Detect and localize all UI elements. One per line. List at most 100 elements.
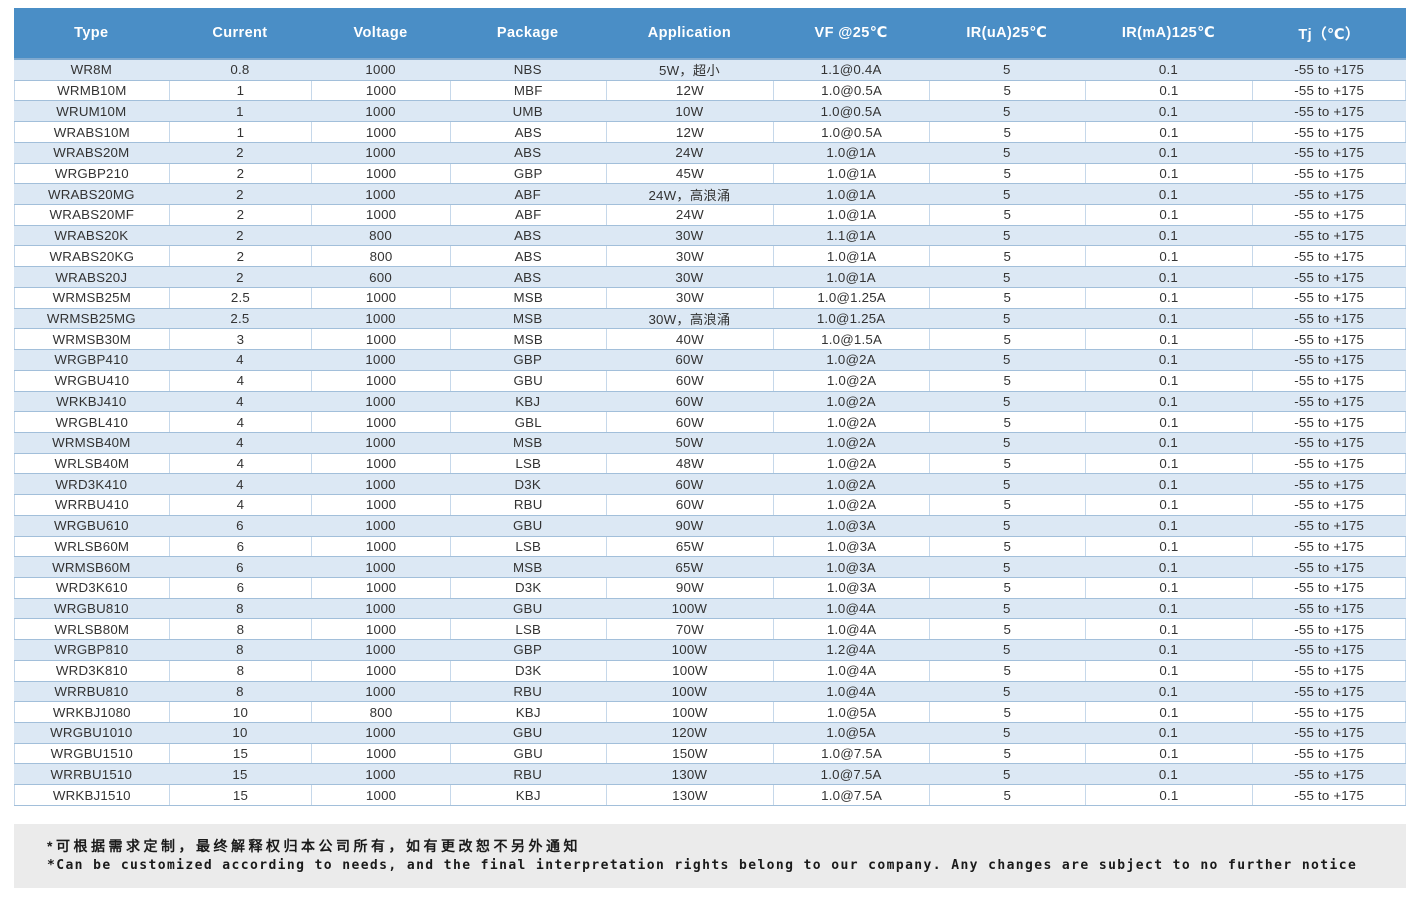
table-cell: 8 <box>168 660 312 681</box>
table-cell: 0.1 <box>1084 370 1253 391</box>
table-cell: WRGBU810 <box>53 601 129 617</box>
table-cell: 100W <box>605 660 774 681</box>
table-cell: KBJ <box>449 785 606 805</box>
table-cell: 24W <box>675 145 704 161</box>
table-cell: 15 <box>232 766 248 782</box>
rectifier-spec-table: Type Current Voltage Package Application… <box>14 8 1406 806</box>
table-cell: 0.1 <box>1084 80 1253 101</box>
table-cell: 1.0@7.5A <box>773 785 929 805</box>
table-cell: KBJ <box>449 702 606 722</box>
table-cell: 6 <box>168 536 312 557</box>
table-cell: 1000 <box>311 205 450 225</box>
table-cell: 5 <box>1002 352 1011 368</box>
table-row: WRD3K610 6 1000 D3K 90W 1.0@3A 5 0.1 -55 to +175 <box>14 577 1406 599</box>
table-cell: 8 <box>168 619 312 640</box>
table-cell: WRGBU410 <box>14 370 169 391</box>
table-cell: -55 to +175 <box>1294 103 1365 119</box>
table-cell: -55 to +175 <box>1294 435 1365 451</box>
table-cell: KBJ <box>515 393 541 409</box>
table-cell: -55 to +175 <box>1294 228 1365 244</box>
table-cell: 1.0@4A <box>773 619 929 640</box>
table-cell: 1.0@3A <box>826 559 876 575</box>
table-cell: -55 to +175 <box>1252 495 1406 515</box>
table-cell: 800 <box>369 228 392 244</box>
table-cell: GBU <box>513 725 543 741</box>
table-cell: 4 <box>236 352 244 368</box>
table-cell: 0.8 <box>230 62 250 78</box>
table-cell: 5 <box>928 577 1085 598</box>
table-cell: MSB <box>449 329 606 350</box>
table-row: WRLSB40M 4 1000 LSB 48W 1.0@2A 5 0.1 -55 to +175 <box>14 453 1406 475</box>
table-cell: -55 to +175 <box>1252 743 1406 764</box>
table-cell: 1.0@3A <box>773 577 929 598</box>
table-cell: WRMSB30M <box>14 329 169 350</box>
table-row: WRMSB40M 4 1000 MSB 50W 1.0@2A 5 0.1 -55 to +175 <box>14 432 1406 454</box>
table-cell: D3K <box>449 577 606 598</box>
table-cell: MSB <box>513 559 543 575</box>
table-cell: UMB <box>512 103 543 119</box>
table-cell: 5 <box>1002 269 1011 285</box>
table-cell: ABS <box>514 269 542 285</box>
table-cell: ABS <box>514 145 542 161</box>
table-cell: 1000 <box>311 577 450 598</box>
table-cell: WRABS20KG <box>14 246 169 267</box>
table-cell: 5 <box>1002 766 1011 782</box>
table-cell: -55 to +175 <box>1252 246 1406 267</box>
table-cell: 120W <box>671 725 708 741</box>
table-cell: 1.0@2A <box>826 476 876 492</box>
table-cell: WRABS20K <box>54 228 129 244</box>
table-cell: 1.0@1A <box>773 205 929 225</box>
table-cell: 1.0@0.5A <box>773 122 929 142</box>
table-cell: 0.1 <box>1158 642 1179 658</box>
table-row: WRUM10M 1 1000 UMB 10W 1.0@0.5A 5 0.1 -55 to +17… <box>14 101 1406 123</box>
table-cell: 2 <box>236 228 244 244</box>
table-cell: 1000 <box>311 329 450 350</box>
table-cell: RBU <box>449 495 606 515</box>
table-cell: 0.1 <box>1158 393 1179 409</box>
table-cell: 1000 <box>311 495 450 515</box>
table-cell: WRABS20MF <box>14 205 169 225</box>
table-cell: 0.1 <box>1084 246 1253 267</box>
table-cell: WRLSB80M <box>14 619 169 640</box>
table-cell: 90W <box>605 577 774 598</box>
header-voltage: Voltage <box>353 25 408 41</box>
table-cell: WRABS20J <box>55 269 128 285</box>
table-cell: 60W <box>675 476 704 492</box>
table-cell: GBU <box>513 601 543 617</box>
table-cell: 2 <box>168 205 312 225</box>
table-row: WRGBP410 4 1000 GBP 60W 1.0@2A 5 0.1 -55 to +175 <box>14 350 1406 371</box>
table-cell: 5 <box>1002 642 1011 658</box>
table-cell: 1000 <box>311 536 450 557</box>
table-cell: 0.1 <box>1158 269 1179 285</box>
table-cell: 1.0@5A <box>773 702 929 722</box>
table-cell: 6 <box>168 577 312 598</box>
table-row: WRGBL410 4 1000 GBL 60W 1.0@2A 5 0.1 -55 to +175 <box>14 412 1406 433</box>
table-cell: 0.1 <box>1158 145 1179 161</box>
table-cell: WRLSB60M <box>14 536 169 557</box>
table-cell: 0.1 <box>1084 619 1253 640</box>
table-cell: 5 <box>928 453 1085 474</box>
table-cell: 0.1 <box>1084 205 1253 225</box>
table-cell: 1.0@2A <box>773 370 929 391</box>
table-cell: 5 <box>1002 725 1011 741</box>
table-cell: -55 to +175 <box>1252 619 1406 640</box>
table-cell: 15 <box>168 785 312 805</box>
table-cell: 70W <box>605 619 774 640</box>
table-cell: -55 to +175 <box>1252 536 1406 557</box>
table-cell: 5 <box>928 80 1085 101</box>
table-cell: 4 <box>168 495 312 515</box>
table-cell: WRABS20MG <box>47 186 135 202</box>
table-cell: 1000 <box>365 642 396 658</box>
table-cell: 1.1@0.4A <box>820 62 882 78</box>
table-cell: 1000 <box>311 370 450 391</box>
table-cell: 5 <box>928 785 1085 805</box>
table-cell: WRRBU1510 <box>50 766 133 782</box>
table-cell: 130W <box>671 766 708 782</box>
table-cell: 10 <box>232 725 248 741</box>
table-cell: 6 <box>236 518 244 534</box>
table-cell: 5 <box>1002 310 1011 326</box>
table-cell: ABS <box>449 246 606 267</box>
table-cell: 1000 <box>311 287 450 308</box>
table-row: WRRBU1510 15 1000 RBU 130W 1.0@7.5A 5 0.1 -55 to… <box>14 764 1406 786</box>
table-cell: 1.0@2A <box>826 435 876 451</box>
